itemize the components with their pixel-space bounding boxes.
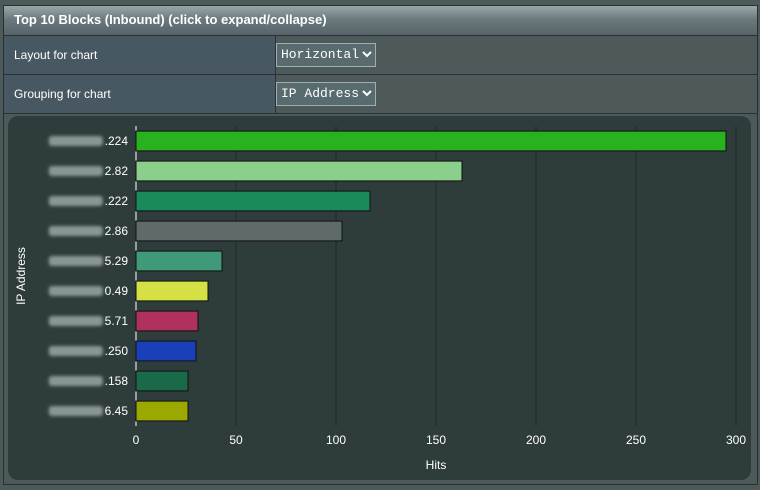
- chart-area: .224 2.82 .222 2.86 5.29 0.49 5.71 .250 .158 6.45…: [8, 116, 751, 480]
- grouping-select-value: IP Address: [281, 86, 360, 101]
- redacted-ip-prefix: [48, 136, 103, 146]
- x-tick-label: 0: [133, 433, 140, 447]
- x-tick-label: 200: [526, 433, 546, 447]
- x-axis-label: Hits: [426, 458, 447, 472]
- bar[interactable]: [135, 160, 463, 182]
- redacted-ip-prefix: [48, 226, 103, 236]
- top-blocks-panel: Top 10 Blocks (Inbound) (click to expand…: [3, 5, 758, 485]
- bar[interactable]: [135, 190, 371, 212]
- redacted-ip-prefix: [48, 196, 103, 206]
- grouping-select[interactable]: IP Address: [276, 82, 376, 106]
- ip-suffix-text: .222: [105, 194, 129, 208]
- ip-suffix-text: 2.86: [105, 224, 129, 238]
- y-tick-label: 2.86: [48, 224, 129, 238]
- y-tick-label: .250: [48, 344, 129, 358]
- chevron-down-icon: [362, 51, 372, 58]
- y-tick-label: 0.49: [48, 284, 129, 298]
- y-axis-label: IP Address: [14, 247, 28, 305]
- y-tick-label: .224: [48, 134, 129, 148]
- bar[interactable]: [135, 220, 343, 242]
- ip-suffix-text: 2.82: [105, 164, 129, 178]
- layout-select-value: Horizontal: [281, 47, 360, 62]
- y-tick-label: 5.71: [48, 314, 129, 328]
- bar-chart: .224 2.82 .222 2.86 5.29 0.49 5.71 .250 .158 6.45…: [14, 126, 746, 472]
- bar[interactable]: [135, 280, 209, 302]
- ip-suffix-text: 6.45: [105, 404, 129, 418]
- bar[interactable]: [135, 400, 189, 422]
- x-tick-label: 50: [229, 433, 243, 447]
- grouping-value-cell: IP Address: [276, 75, 757, 113]
- layout-value-cell: Horizontal: [276, 36, 757, 74]
- redacted-ip-prefix: [48, 346, 103, 356]
- x-tick-label: 100: [326, 433, 346, 447]
- layout-select[interactable]: Horizontal: [276, 43, 376, 67]
- redacted-ip-prefix: [48, 166, 103, 176]
- y-tick-label: .222: [48, 194, 129, 208]
- redacted-ip-prefix: [48, 256, 103, 266]
- y-tick-label: 5.29: [48, 254, 129, 268]
- layout-row: Layout for chart Horizontal: [4, 36, 757, 75]
- ip-suffix-text: 5.71: [105, 314, 129, 328]
- bar[interactable]: [135, 340, 197, 362]
- ip-suffix-text: .250: [105, 344, 129, 358]
- grouping-label-cell: Grouping for chart: [4, 75, 276, 113]
- ip-suffix-text: 5.29: [105, 254, 129, 268]
- y-tick-label: 2.82: [48, 164, 129, 178]
- redacted-ip-prefix: [48, 406, 103, 416]
- x-tick-label: 150: [426, 433, 446, 447]
- redacted-ip-prefix: [48, 376, 103, 386]
- grouping-label: Grouping for chart: [14, 87, 111, 101]
- panel-header[interactable]: Top 10 Blocks (Inbound) (click to expand…: [4, 6, 757, 36]
- panel-title[interactable]: Top 10 Blocks (Inbound) (click to expand…: [14, 12, 327, 27]
- bar[interactable]: [135, 250, 223, 272]
- x-tick-label: 300: [726, 433, 746, 447]
- redacted-ip-prefix: [48, 316, 103, 326]
- y-tick-label: .158: [48, 374, 129, 388]
- layout-label-cell: Layout for chart: [4, 36, 276, 74]
- y-tick-label: 6.45: [48, 404, 129, 418]
- ip-suffix-text: .158: [105, 374, 129, 388]
- chevron-down-icon: [362, 90, 372, 97]
- redacted-ip-prefix: [48, 286, 103, 296]
- x-tick-label: 250: [626, 433, 646, 447]
- bar[interactable]: [135, 130, 727, 152]
- bar[interactable]: [135, 370, 189, 392]
- ip-suffix-text: .224: [105, 134, 129, 148]
- ip-suffix-text: 0.49: [105, 284, 129, 298]
- layout-label: Layout for chart: [14, 48, 98, 62]
- grouping-row: Grouping for chart IP Address: [4, 75, 757, 114]
- bar[interactable]: [135, 310, 199, 332]
